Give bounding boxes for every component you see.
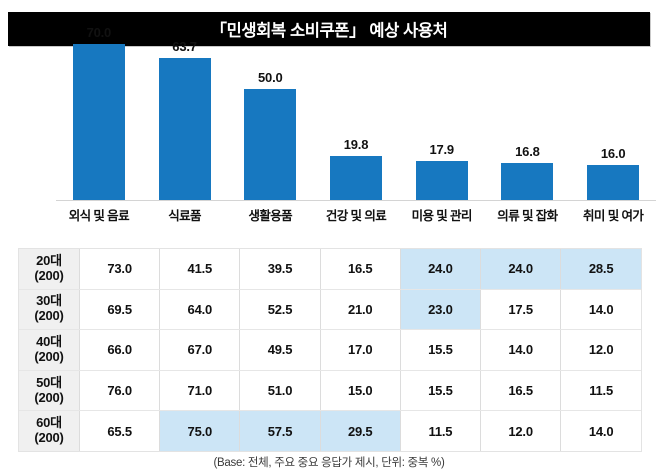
bar-chart-plot: 70.0 63.7 50.0 19.8 17.9 16.8 16.0: [56, 25, 656, 201]
row-header-base: (200): [34, 430, 64, 446]
row-header-age: 20대: [36, 252, 62, 268]
bar-group: 16.0: [571, 56, 655, 201]
bar: [244, 89, 297, 201]
row-header-age: 30대: [36, 293, 62, 309]
table-cell: 52.5: [239, 289, 321, 331]
category-axis-label: 외식 및 음료: [68, 209, 130, 223]
bar-group: 16.8: [485, 56, 569, 201]
bar: [587, 165, 640, 201]
category-axis-label: 건강 및 의료: [325, 209, 387, 223]
table-cell: 21.0: [320, 289, 401, 331]
table-cell: 67.0: [159, 329, 241, 371]
table-cell: 29.5: [320, 410, 401, 451]
table-cell: 17.0: [320, 329, 401, 371]
table-row-header: 30대 (200): [19, 289, 80, 331]
table-cell: 12.0: [560, 329, 641, 371]
table-cell: 51.0: [239, 370, 321, 412]
table-row: 60대 (200) 65.5 75.0 57.5 29.5 11.5 12.0 14.0: [19, 410, 641, 451]
category-axis-label: 식료품: [168, 209, 201, 223]
table-cell: 17.5: [480, 289, 562, 331]
table-row: 20대 (200) 73.0 41.5 39.5 16.5 24.0 24.0 28.5: [19, 249, 641, 290]
table-cell: 15.5: [400, 370, 482, 412]
table-row: 50대 (200) 76.0 71.0 51.0 15.0 15.5 16.5 11.5: [19, 370, 641, 412]
bar-group: 50.0: [228, 56, 312, 201]
bar-group: 70.0: [57, 25, 141, 201]
chart-footnote: (Base: 전체, 주요 중요 응답가 제시, 단위: 중복 %): [213, 457, 445, 469]
table-cell: 73.0: [79, 249, 161, 290]
table-cell: 75.0: [159, 410, 241, 451]
bar-value-label: 63.7: [172, 39, 197, 54]
bar-group: 17.9: [400, 56, 484, 201]
bar-value-label: 50.0: [258, 70, 283, 85]
table-cell: 15.0: [320, 370, 401, 412]
age-breakdown-table-container: 20대 (200) 73.0 41.5 39.5 16.5 24.0 24.0 28.5 30대(…: [18, 248, 642, 452]
table-row: 30대 (200) 69.5 64.0 52.5 21.0 23.0 17.5 14.0: [19, 289, 641, 331]
category-axis-label: 미용 및 관리: [411, 209, 473, 223]
category-axis-label: 취미 및 여가: [583, 209, 644, 223]
table-cell: 64.0: [159, 289, 241, 331]
table-row-header: 40대 (200): [19, 329, 80, 371]
table-row-header: 60대 (200): [19, 410, 80, 451]
table-cell: 57.5: [239, 410, 321, 451]
bar-group: 19.8: [314, 56, 398, 201]
page-title-bar: 「민생회복 소비쿠폰」 예상 사용처: [8, 12, 650, 46]
table-cell: 14.0: [480, 329, 562, 371]
chart-baseline-axis: [56, 200, 656, 201]
table-cell: 23.0: [400, 289, 482, 331]
table-cell: 12.0: [480, 410, 562, 451]
table-cell: 11.5: [400, 410, 482, 451]
table-cell: 39.5: [239, 249, 321, 290]
table-cell: 24.0: [400, 249, 482, 290]
row-header-age: 40대: [36, 334, 62, 350]
table-cell: 16.5: [480, 370, 562, 412]
table-cell: 65.5: [79, 410, 161, 451]
row-header-base: (200): [34, 308, 64, 324]
table-cell: 14.0: [560, 289, 641, 331]
table-row: 40대 (200) 66.0 67.0 49.5 17.0 15.5 14.0 12.0: [19, 329, 641, 371]
table-cell: 69.5: [79, 289, 161, 331]
bar-chart: 70.0 63.7 50.0 19.8 17.9 16.8 16.0 외식 및 음료 식료품 생…: [56, 25, 656, 231]
table-cell: 15.5: [400, 329, 482, 371]
table-cell: 11.5: [560, 370, 641, 412]
table-row-header: 20대 (200): [19, 249, 80, 290]
table-cell: 71.0: [159, 370, 241, 412]
table-cell: 14.0: [588, 423, 614, 439]
table-cell: 66.0: [79, 329, 161, 371]
row-header-base: (200): [34, 267, 64, 283]
table-cell: 49.5: [239, 329, 321, 371]
row-header-base: (200): [34, 389, 64, 405]
bar: [501, 163, 554, 201]
age-breakdown-table: 20대 (200) 73.0 41.5 39.5 16.5 24.0 24.0 28.5 30대(…: [19, 249, 641, 451]
bar-value-label: 16.0: [600, 146, 626, 161]
bar-value-label: 19.8: [343, 137, 369, 152]
bar-value-label: 17.9: [429, 142, 454, 157]
row-header-age: 60대: [36, 415, 62, 431]
category-axis-label: 의류 및 잡화: [497, 209, 558, 223]
table-cell: 41.5: [159, 249, 241, 290]
table-row-header: 50대 (200): [19, 370, 80, 412]
bar: [330, 156, 382, 201]
bar-group: 63.7: [143, 39, 227, 201]
table-cell: 16.5: [320, 249, 401, 290]
bar: [415, 161, 468, 201]
bar-value-label: 16.8: [515, 144, 540, 159]
table-cell: 28.5: [560, 249, 641, 290]
category-axis-label: 생활용품: [248, 209, 293, 223]
page-title: 「민생회복 소비쿠폰」 예상 사용처: [210, 22, 448, 40]
bar-value-label: 70.0: [86, 25, 112, 40]
table-cell: 76.0: [79, 370, 161, 412]
table-cell: 24.0: [480, 249, 562, 290]
bar: [158, 58, 211, 201]
row-header-base: (200): [34, 348, 64, 364]
bar: [72, 44, 125, 201]
row-header-age: 50대: [36, 374, 62, 390]
